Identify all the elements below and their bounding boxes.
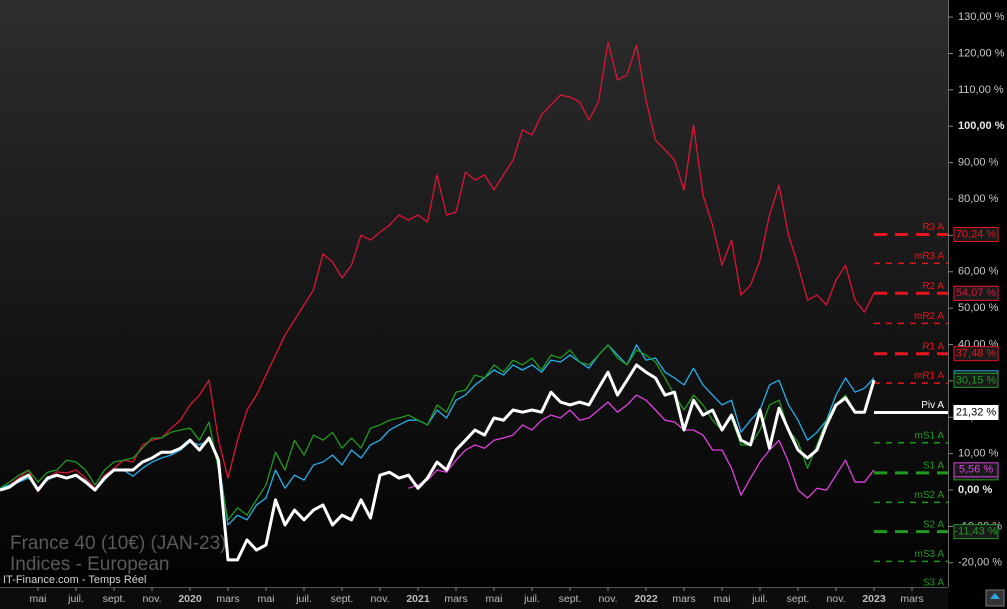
x-tick-label: nov. xyxy=(142,593,161,605)
y-axis-panel xyxy=(948,0,1007,609)
x-tick-label: sept. xyxy=(559,593,582,605)
x-axis-panel xyxy=(0,587,948,609)
y-tick-label: -20,00 % xyxy=(958,557,1002,569)
last-value-label: 54,07 % xyxy=(956,287,997,299)
x-tick-label: nov. xyxy=(370,593,389,605)
series-line xyxy=(408,394,875,499)
pivot-name: mR2 A xyxy=(914,311,944,322)
pivot-value-box xyxy=(953,404,999,420)
x-tick-label: juil. xyxy=(295,593,312,605)
x-tick-label: nov. xyxy=(826,593,845,605)
x-tick-label: 2023 xyxy=(862,593,886,605)
x-tick-label: mai xyxy=(258,593,275,605)
pivot-value-box xyxy=(953,346,999,362)
pivot-name: mR1 A xyxy=(914,371,944,382)
x-tick-label: juil. xyxy=(751,593,768,605)
last-value-box xyxy=(953,285,999,301)
y-tick-label: 80,00 % xyxy=(958,193,999,205)
y-tick-label: 110,00 % xyxy=(958,84,1004,96)
pivot-value-box xyxy=(953,524,999,540)
x-tick-label: juil. xyxy=(523,593,540,605)
pivot-name: R3 A xyxy=(922,222,944,233)
pivot-name: R1 A xyxy=(922,341,944,352)
x-tick-label: mars xyxy=(444,593,467,605)
pivot-value-label: 21,32 % xyxy=(956,406,997,418)
x-tick-label: mars xyxy=(672,593,695,605)
labels-layer: 70,24 %54,08 %37,48 %21,32 %4,72 %-11,43… xyxy=(953,227,999,540)
x-tick-label: mars xyxy=(900,593,923,605)
pivot-name: R2 A xyxy=(922,281,944,292)
y-axis: 130,00 % 120,00 % 110,00 % 100,00 % 90,00 % 8… xyxy=(948,11,1005,569)
pivot-value-label: -11,43 % xyxy=(954,526,997,538)
x-tick-label: 2021 xyxy=(406,593,430,605)
x-tick-label: 2020 xyxy=(178,593,202,605)
pivot-name: mS3 A xyxy=(915,549,945,560)
y-tick-label: 90,00 % xyxy=(958,157,999,169)
x-tick-label: sept. xyxy=(331,593,354,605)
pivot-name: S2 A xyxy=(923,519,944,530)
pivot-value-box xyxy=(953,227,999,243)
pivot-name: mS2 A xyxy=(915,490,945,501)
x-tick-label: nov. xyxy=(598,593,617,605)
chart-title: France 40 (10€) (JAN-23) xyxy=(10,533,226,554)
x-tick-label: sept. xyxy=(103,593,126,605)
pivot-name: mS1 A xyxy=(915,430,945,441)
plot-area xyxy=(0,41,948,563)
scroll-icon xyxy=(990,593,1000,599)
pivot-name: Piv A xyxy=(921,400,944,411)
plot-background xyxy=(0,0,948,587)
pivot-value-label: 37,48 % xyxy=(956,348,997,360)
source: IT-Finance.com - Temps Réel xyxy=(3,574,146,586)
x-tick-label: mai xyxy=(714,593,731,605)
last-value-label: 30,15 % xyxy=(956,374,997,386)
y-tick-label: 130,00 % xyxy=(958,11,1005,23)
pivot-name: S1 A xyxy=(923,461,944,472)
pivot-name: S3 A xyxy=(923,578,944,589)
last-value-label: 5,56 % xyxy=(959,464,993,476)
y-tick-label: 0,00 % xyxy=(958,484,992,496)
last-value-box xyxy=(953,372,999,388)
series-line xyxy=(0,363,876,562)
x-tick-label: mai xyxy=(30,593,47,605)
y-tick-label: 100,00 % xyxy=(958,120,1005,132)
x-tick-label: mai xyxy=(486,593,503,605)
chart-subtitle: Indices - European xyxy=(10,554,170,575)
x-tick-label: juil. xyxy=(67,593,84,605)
y-tick-label: 50,00 % xyxy=(958,302,999,314)
y-tick-label: 60,00 % xyxy=(958,266,999,278)
pivot-name: mR3 A xyxy=(914,251,944,262)
series-line xyxy=(0,41,875,493)
y-tick-label: 120,00 % xyxy=(958,47,1005,59)
y-tick-label: 10,00 % xyxy=(958,448,999,460)
pivot-value-label: 70,24 % xyxy=(956,228,997,240)
last-value-box xyxy=(953,462,999,478)
x-tick-label: mars xyxy=(216,593,239,605)
series-line xyxy=(0,344,875,526)
x-tick-label: sept. xyxy=(787,593,810,605)
x-tick-label: 2022 xyxy=(634,593,658,605)
